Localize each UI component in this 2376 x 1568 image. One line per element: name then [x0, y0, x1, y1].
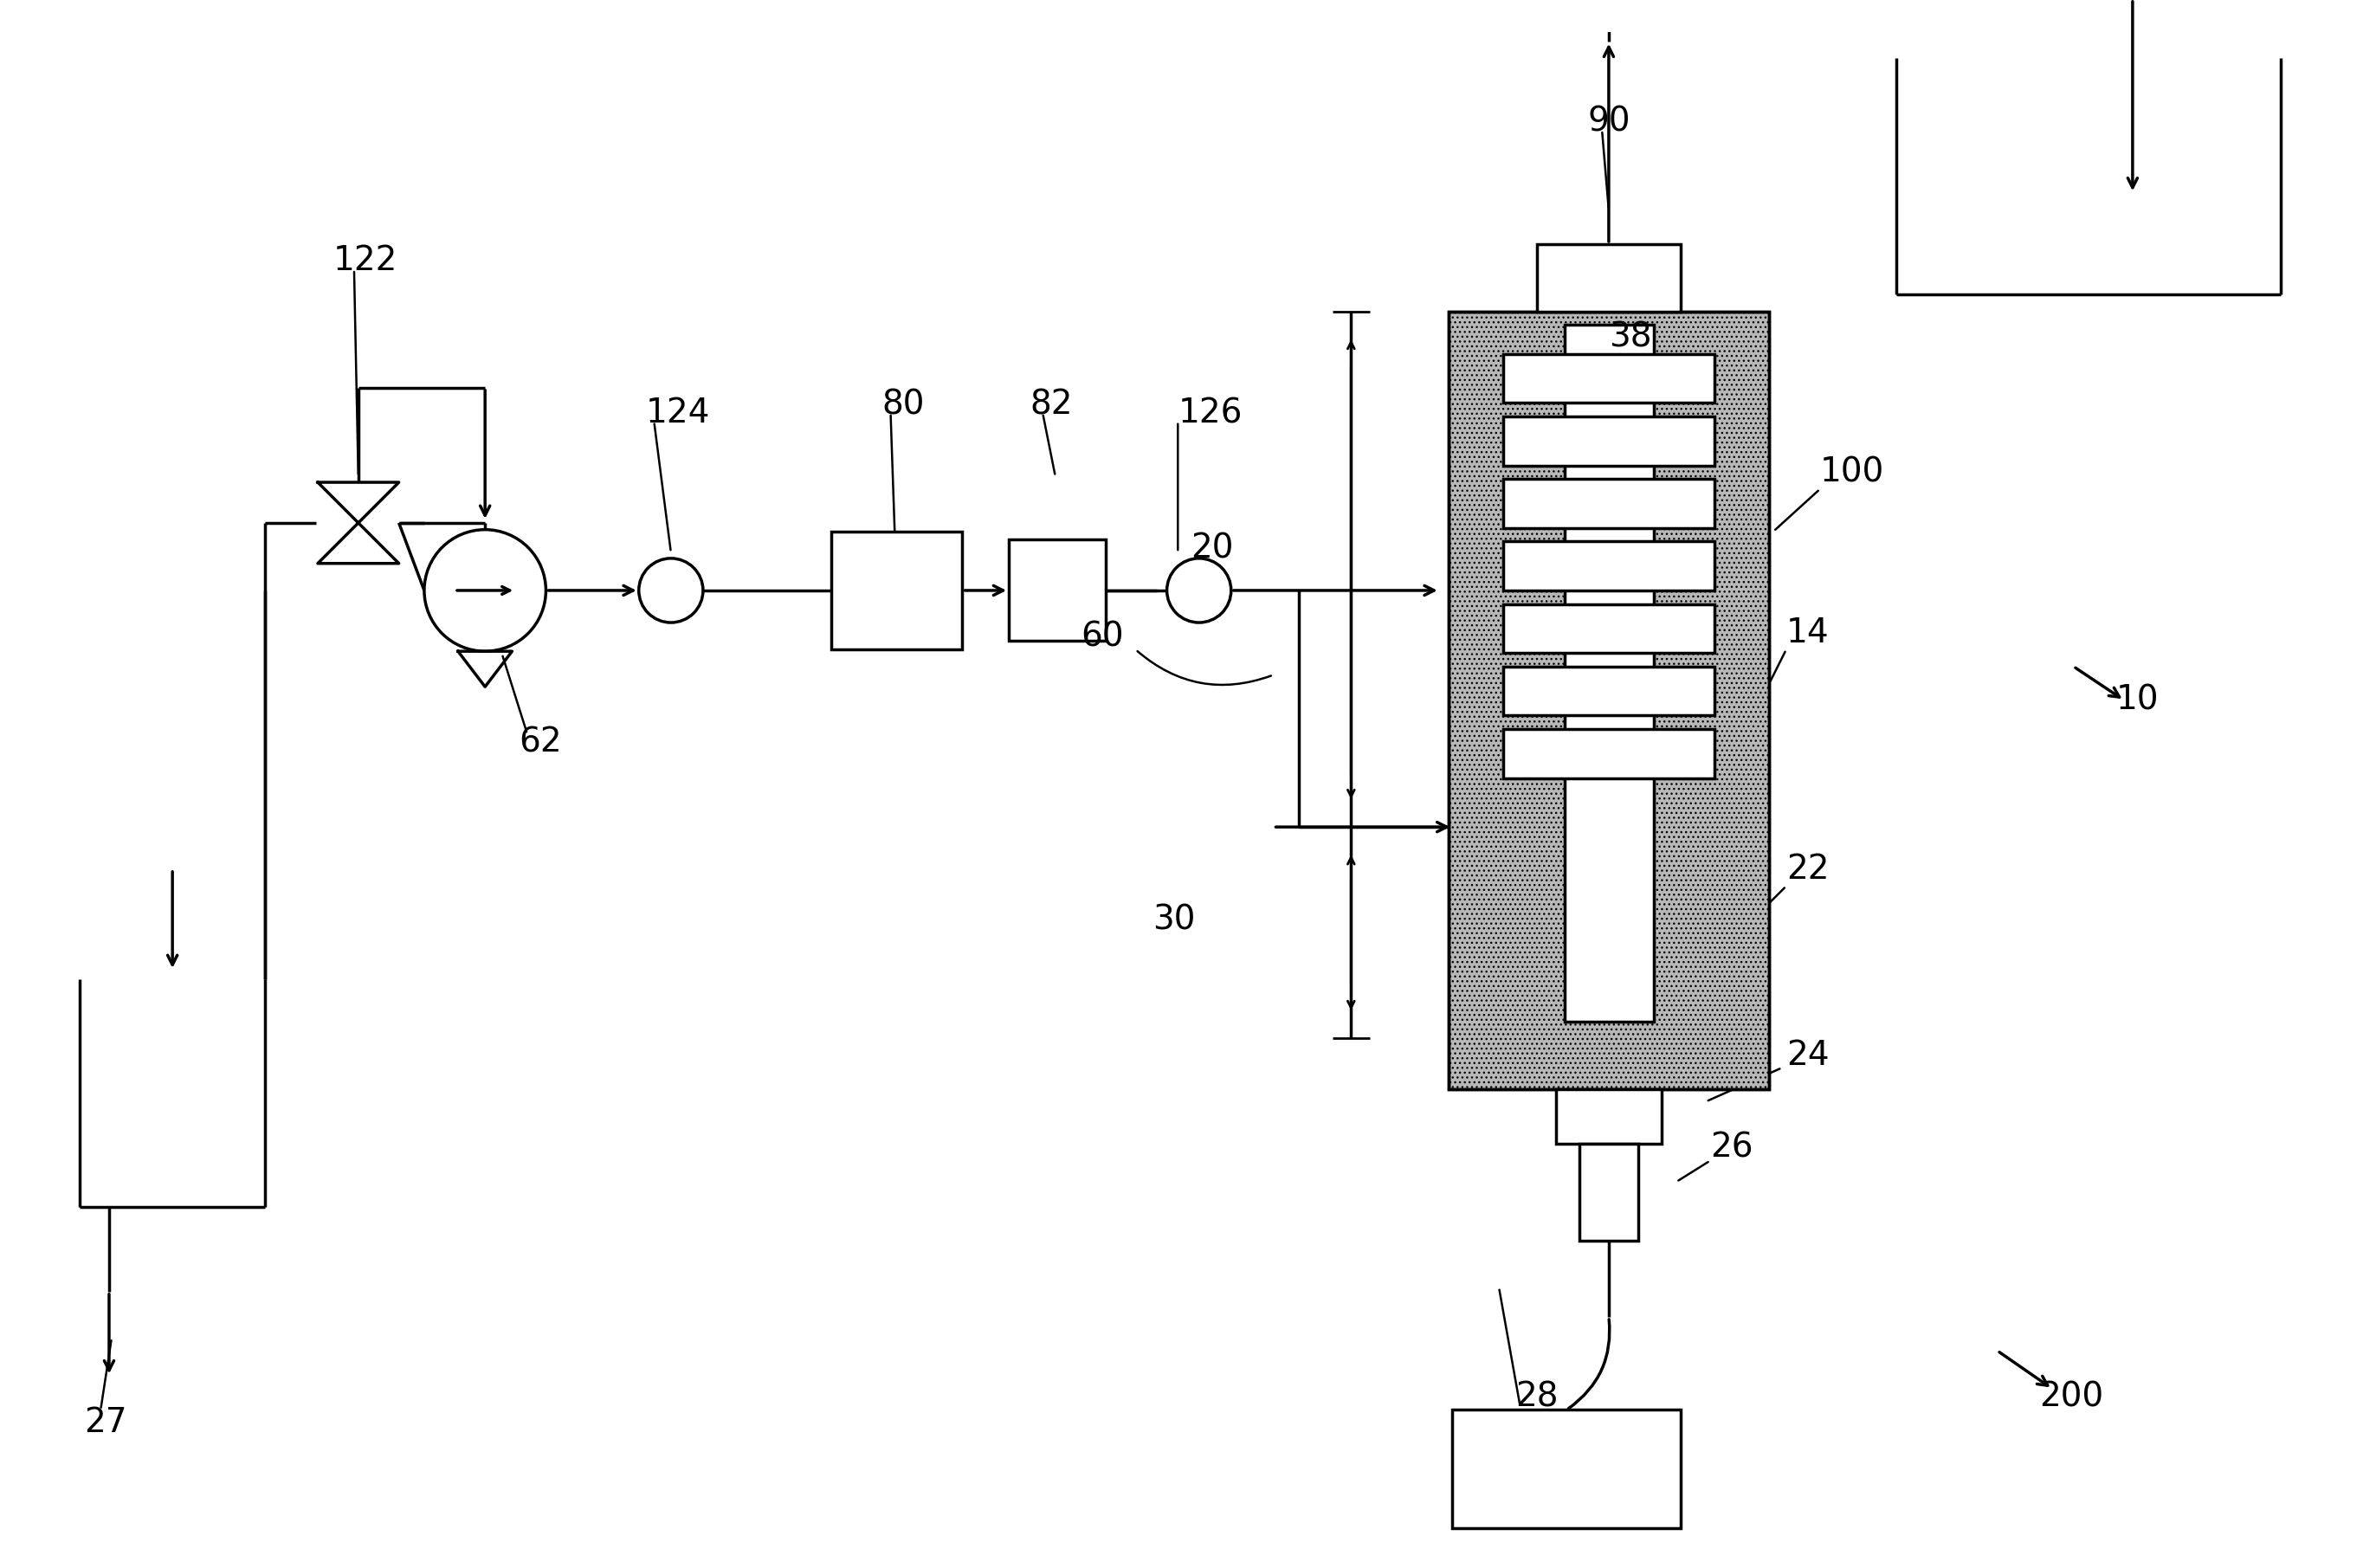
- Bar: [1580, 1143, 1639, 1240]
- Bar: [1504, 541, 1715, 591]
- Text: 24: 24: [1787, 1038, 1830, 1071]
- Bar: [1449, 312, 1770, 1088]
- Text: 20: 20: [1190, 532, 1233, 564]
- Text: 200: 200: [2039, 1381, 2103, 1414]
- Text: 10: 10: [2115, 684, 2160, 717]
- Text: 122: 122: [333, 245, 397, 278]
- Bar: [1566, 325, 1654, 1021]
- Text: 38: 38: [1609, 320, 1651, 353]
- Text: 28: 28: [1516, 1381, 1559, 1414]
- Bar: [1504, 666, 1715, 715]
- Text: 80: 80: [881, 389, 924, 422]
- Text: 26: 26: [1711, 1132, 1753, 1165]
- Bar: [1504, 604, 1715, 652]
- Bar: [1504, 478, 1715, 528]
- Text: 60: 60: [1081, 621, 1124, 654]
- Circle shape: [639, 558, 703, 622]
- Circle shape: [1167, 558, 1231, 622]
- Bar: [1556, 1088, 1661, 1143]
- Circle shape: [425, 530, 546, 651]
- Bar: [832, 532, 962, 649]
- Text: 30: 30: [1152, 903, 1195, 936]
- Text: 14: 14: [1787, 616, 1830, 649]
- Text: 62: 62: [518, 726, 561, 759]
- Text: 82: 82: [1031, 389, 1074, 422]
- Bar: [1537, 245, 1680, 312]
- Bar: [1504, 729, 1715, 778]
- Text: 100: 100: [1820, 456, 1884, 489]
- Text: 22: 22: [1787, 853, 1830, 886]
- Bar: [1010, 539, 1107, 641]
- Text: 126: 126: [1178, 397, 1243, 430]
- Bar: [1449, 312, 1770, 1088]
- Bar: [1504, 354, 1715, 403]
- Text: 124: 124: [646, 397, 710, 430]
- Text: 27: 27: [83, 1406, 126, 1439]
- Text: 90: 90: [1587, 105, 1630, 138]
- Bar: [1452, 1410, 1680, 1529]
- Bar: [1504, 417, 1715, 466]
